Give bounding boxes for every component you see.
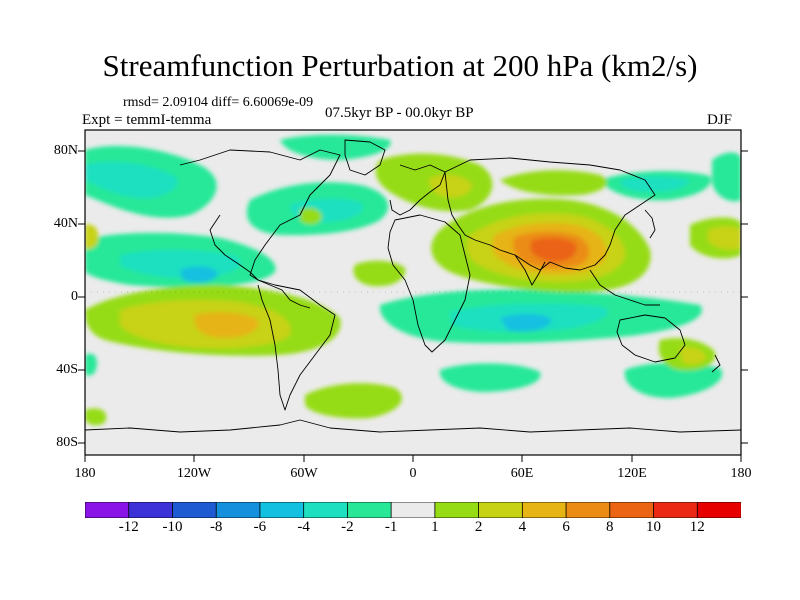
- coast-europe: [389, 164, 446, 216]
- lat-ticks: [78, 150, 748, 444]
- contour-neg-tropical-pacific-core: [180, 266, 218, 283]
- coast-se-asia: [589, 269, 660, 306]
- colorbar-tick-label: -2: [341, 519, 354, 535]
- lon-ticks: [84, 455, 742, 462]
- colorbar-tick-label: 1: [431, 519, 439, 535]
- colorbar-swatch: [609, 502, 655, 518]
- lon-label-0: 0: [409, 466, 417, 481]
- colorbar-swatch: [85, 502, 130, 518]
- colorbar-swatch: [259, 502, 305, 518]
- colorbar-tick-label: -1: [384, 519, 398, 535]
- coast-africa: [387, 214, 471, 353]
- lat-label-40s: 40S: [56, 362, 78, 377]
- contour-neg-south-pacific: [624, 363, 723, 398]
- coast-south-america: [257, 279, 336, 411]
- colorbar-swatch: [434, 502, 480, 518]
- contour-pos-se-pacific-3: [194, 312, 259, 338]
- contour-pos-arctic-asia: [500, 170, 608, 196]
- coast-greenland: [344, 139, 386, 176]
- colorbar-tick-label: 8: [606, 519, 614, 535]
- colorbar-swatch: [696, 502, 741, 518]
- coast-antarctica: [85, 419, 741, 433]
- colorbar-tick-label: 4: [518, 519, 527, 535]
- colorbar-swatch: [390, 502, 436, 518]
- contour-pos-pacific-40n-2: [708, 226, 741, 250]
- contour-pos-south-atlantic: [305, 383, 402, 419]
- colorbar: [85, 502, 741, 518]
- contour-pos-cape-horn: [85, 408, 107, 426]
- colorbar-swatch: [303, 502, 349, 518]
- contour-pos-north-pacific: [300, 207, 322, 225]
- contour-neg-east-pacific-south: [85, 353, 97, 376]
- experiment-label: Expt = temmI-temma: [82, 112, 212, 128]
- colorbar-tick-label: 2: [474, 519, 483, 535]
- coast-india: [514, 254, 546, 286]
- lon-label-60w: 60W: [290, 466, 318, 481]
- season-label: DJF: [707, 112, 733, 128]
- colorbar-swatch: [215, 502, 261, 518]
- coastlines: [85, 139, 741, 433]
- coast-central-america: [209, 214, 259, 281]
- contour-neg-indian-ocean-core: [500, 314, 552, 332]
- period-label: 07.5kyr BP - 00.0kyr BP: [325, 105, 474, 121]
- lon-label-180e: 180: [730, 466, 752, 481]
- colorbar-swatch: [521, 502, 567, 518]
- colorbar-swatch: [478, 502, 524, 518]
- contour-pos-asia-5: [530, 237, 577, 262]
- colorbar-tick-label: 6: [562, 519, 570, 535]
- coast-new-zealand: [711, 354, 721, 373]
- coast-asia: [444, 157, 656, 271]
- contour-pos-australia-2: [680, 347, 706, 365]
- lon-label-120w: 120W: [176, 466, 212, 481]
- lat-label-80n: 80N: [53, 143, 78, 158]
- coast-north-america: [179, 149, 341, 309]
- colorbar-swatch: [653, 502, 698, 518]
- colorbar-tick-label: 12: [689, 519, 705, 535]
- lon-label-60e: 60E: [510, 466, 534, 481]
- lon-label-120e: 120E: [617, 466, 647, 481]
- coast-japan: [644, 209, 656, 239]
- chart-title: Streamfunction Perturbation at 200 hPa (…: [102, 48, 698, 83]
- colorbar-swatch: [565, 502, 611, 518]
- contour-pos-dateline-w: [85, 224, 99, 250]
- colorbar-tick-label: -4: [297, 519, 310, 535]
- contour-neg-north-pacific-inner: [85, 161, 178, 199]
- colorbar-swatch: [128, 502, 174, 518]
- lon-label-180w: 180: [74, 466, 96, 481]
- lat-label-80s: 80S: [56, 435, 78, 450]
- lat-label-0: 0: [71, 289, 78, 304]
- contour-neg-dateline: [712, 152, 741, 202]
- colorbar-tick-label: -8: [209, 519, 223, 535]
- colorbar-swatch: [346, 502, 392, 518]
- colorbar-tick-label: -10: [162, 519, 183, 535]
- contour-pos-europe-inner: [429, 174, 472, 198]
- contour-neg-west-pacific-inner: [620, 176, 690, 192]
- contour-pos-mid-atlantic: [353, 260, 406, 287]
- stats-text: rmsd= 2.09104 diff= 6.60069e-09: [123, 95, 314, 110]
- colorbar-tick-label: -6: [253, 519, 267, 535]
- lat-label-40n: 40N: [53, 216, 78, 231]
- colorbar-tick-label: 10: [646, 519, 662, 535]
- coast-australia: [616, 314, 686, 363]
- colorbar-tick-label: -12: [118, 519, 139, 535]
- colorbar-swatch: [172, 502, 217, 518]
- contour-neg-south-indian: [439, 363, 541, 392]
